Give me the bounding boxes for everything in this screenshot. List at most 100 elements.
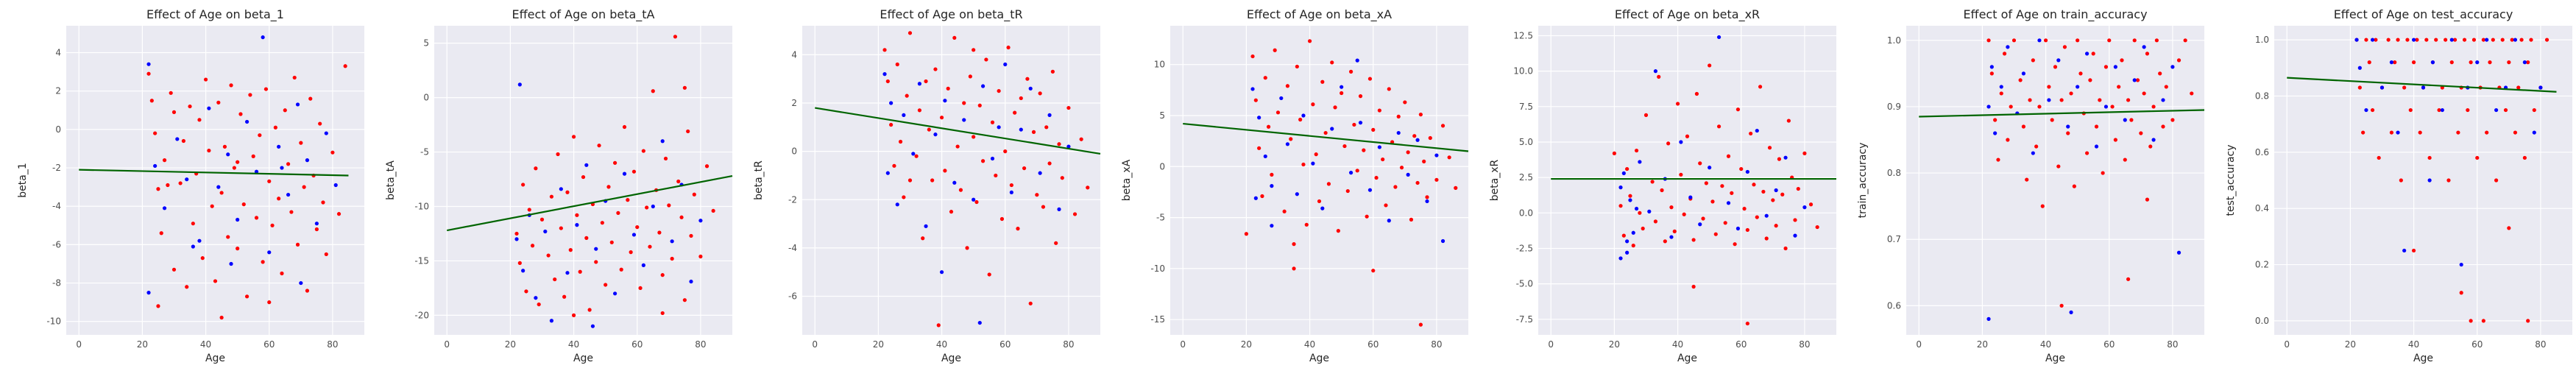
data-point-red (251, 154, 255, 158)
data-point-red (171, 110, 177, 114)
data-point-blue (185, 177, 189, 182)
data-point-blue (1802, 205, 1807, 210)
data-point-red (2002, 52, 2007, 56)
data-point-red (924, 79, 928, 84)
y-axis-label: beta_xR (1489, 159, 1501, 201)
data-point-blue (1618, 256, 1623, 261)
y-tick-label: 1.0 (2255, 35, 2269, 45)
y-tick-label: 4 (55, 48, 61, 58)
data-point-blue (2430, 60, 2435, 65)
data-point-blue (1253, 196, 1258, 200)
data-point-red (1730, 191, 1734, 195)
data-point-red (2491, 38, 2495, 42)
data-point-red (1371, 269, 1376, 273)
data-point-red (1704, 181, 1708, 185)
data-point-blue (1250, 87, 1255, 91)
data-point-red (289, 210, 294, 214)
data-point-blue (1019, 127, 1023, 132)
data-point-blue (1653, 69, 1658, 74)
x-tick-label: 60 (1367, 339, 1379, 350)
y-tick-label: -10 (1150, 263, 1165, 274)
x-tick-label: 80 (695, 339, 706, 350)
data-point-red (553, 277, 557, 282)
data-point-blue (698, 219, 703, 223)
data-point-red (1796, 186, 1800, 191)
data-point-red (2389, 130, 2394, 135)
data-point-blue (1679, 140, 1683, 144)
chart-panel-5: 0 20 40 60 80 -7.5 -5.0 -2.5 0.0 2.5 5.0 7.5 10.0 12.… (1472, 0, 1840, 368)
data-point-red (1301, 162, 1306, 167)
data-point-red (698, 254, 703, 259)
data-point-red (1292, 242, 1296, 247)
data-point-red (2357, 85, 2362, 90)
data-point-blue (889, 101, 894, 105)
data-point-red (1345, 188, 1350, 194)
data-point-red (609, 240, 614, 244)
data-point-red (1377, 108, 1381, 113)
data-point-red (2367, 60, 2371, 65)
data-point-red (2094, 124, 2099, 129)
data-point-red (1723, 221, 1727, 225)
data-point-red (2158, 71, 2162, 76)
data-point-blue (1638, 160, 1642, 164)
data-point-red (185, 285, 189, 289)
data-point-red (882, 48, 887, 52)
data-point-red (1663, 239, 1667, 244)
data-point-blue (2123, 118, 2127, 122)
data-point-red (2532, 107, 2536, 113)
x-tick-label: 0 (444, 339, 450, 350)
data-point-red (2040, 204, 2045, 208)
x-tick-label: 20 (1241, 339, 1252, 350)
x-tick-label: 20 (1609, 339, 1620, 350)
data-point-red (2069, 91, 2073, 96)
data-point-red (1777, 157, 1782, 161)
data-point-red (1720, 184, 1724, 188)
data-point-red (295, 242, 300, 247)
data-point-blue (924, 224, 928, 228)
data-point-red (1340, 91, 1344, 96)
data-point-blue (1358, 121, 1363, 125)
data-point-red (984, 57, 988, 62)
data-point-blue (2176, 250, 2182, 255)
data-point-blue (622, 171, 627, 176)
data-point-red (670, 256, 674, 261)
data-point-blue (1387, 219, 1391, 223)
y-axis-label: beta_xA (1121, 159, 1133, 201)
data-point-blue (911, 152, 916, 156)
data-point-red (2113, 138, 2117, 142)
data-point-red (648, 244, 652, 249)
data-point-red (2135, 78, 2140, 82)
x-tick-label: 20 (137, 339, 148, 350)
chart-panel-1: 0 20 40 60 80 -10 -8 -6 -4 -2 0 2 4 Effect of Age on … (0, 0, 368, 368)
data-point-red (1253, 98, 1258, 102)
data-point-red (1802, 151, 1807, 155)
data-point-red (539, 217, 545, 222)
y-tick-label: -8 (52, 278, 61, 289)
data-point-red (203, 77, 208, 82)
data-point-red (324, 252, 328, 257)
data-point-red (568, 248, 573, 252)
data-point-red (1625, 166, 1630, 171)
data-point-blue (1028, 86, 1033, 91)
data-point-blue (2396, 130, 2400, 135)
x-tick-label: 80 (1063, 339, 1074, 350)
data-point-red (2393, 60, 2397, 65)
data-point-red (1009, 183, 1013, 188)
data-point-red (524, 289, 528, 294)
data-point-red (1086, 185, 1090, 190)
data-point-blue (997, 125, 1001, 130)
data-point-blue (2364, 107, 2368, 113)
data-point-blue (1986, 105, 1991, 109)
data-point-red (997, 88, 1001, 93)
x-tick-label: 40 (2040, 339, 2051, 350)
data-point-red (537, 302, 541, 307)
data-point-red (1428, 135, 1432, 141)
data-point-red (2544, 38, 2550, 42)
data-point-blue (575, 223, 579, 227)
y-tick-label: 0.6 (2255, 147, 2269, 158)
data-point-blue (517, 82, 522, 87)
data-point-red (2091, 52, 2095, 56)
data-point-red (952, 35, 957, 40)
data-point-red (2471, 38, 2477, 42)
data-point-blue (1986, 316, 1991, 321)
